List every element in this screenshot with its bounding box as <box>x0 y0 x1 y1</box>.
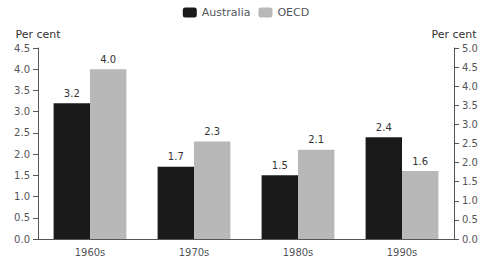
svg-text:0.0: 0.0 <box>14 234 30 245</box>
svg-text:3.0: 3.0 <box>462 119 478 130</box>
svg-text:2.5: 2.5 <box>14 127 30 138</box>
svg-text:1.0: 1.0 <box>462 195 478 206</box>
svg-text:4.0: 4.0 <box>462 81 478 92</box>
svg-text:2.5: 2.5 <box>462 138 478 149</box>
svg-text:1980s: 1980s <box>283 247 314 258</box>
svg-text:1.7: 1.7 <box>168 151 184 162</box>
svg-text:2.0: 2.0 <box>462 157 478 168</box>
svg-text:2.3: 2.3 <box>204 126 220 137</box>
svg-text:3.0: 3.0 <box>14 106 30 117</box>
svg-text:OECD: OECD <box>277 6 309 19</box>
svg-text:Per cent: Per cent <box>431 28 477 41</box>
svg-text:Australia: Australia <box>202 6 251 19</box>
svg-text:4.0: 4.0 <box>14 64 30 75</box>
svg-text:2.4: 2.4 <box>376 122 392 133</box>
svg-text:2.0: 2.0 <box>14 149 30 160</box>
svg-text:1.5: 1.5 <box>14 170 30 181</box>
svg-text:1960s: 1960s <box>75 247 106 258</box>
svg-text:2.1: 2.1 <box>308 134 324 145</box>
svg-text:1970s: 1970s <box>179 247 210 258</box>
svg-text:Per cent: Per cent <box>15 28 61 41</box>
svg-text:1.5: 1.5 <box>462 176 478 187</box>
svg-text:3.5: 3.5 <box>462 100 478 111</box>
svg-text:4.5: 4.5 <box>462 62 478 73</box>
svg-text:1.0: 1.0 <box>14 191 30 202</box>
svg-text:0.5: 0.5 <box>462 214 478 225</box>
svg-text:3.5: 3.5 <box>14 85 30 96</box>
svg-text:1990s: 1990s <box>387 247 418 258</box>
svg-text:0.5: 0.5 <box>14 212 30 223</box>
svg-text:3.2: 3.2 <box>64 88 80 99</box>
svg-text:1.6: 1.6 <box>412 156 428 167</box>
svg-text:4.5: 4.5 <box>14 43 30 54</box>
svg-text:0.0: 0.0 <box>462 234 478 245</box>
svg-text:1.5: 1.5 <box>272 160 288 171</box>
svg-text:5.0: 5.0 <box>462 43 478 54</box>
svg-text:4.0: 4.0 <box>100 54 116 65</box>
